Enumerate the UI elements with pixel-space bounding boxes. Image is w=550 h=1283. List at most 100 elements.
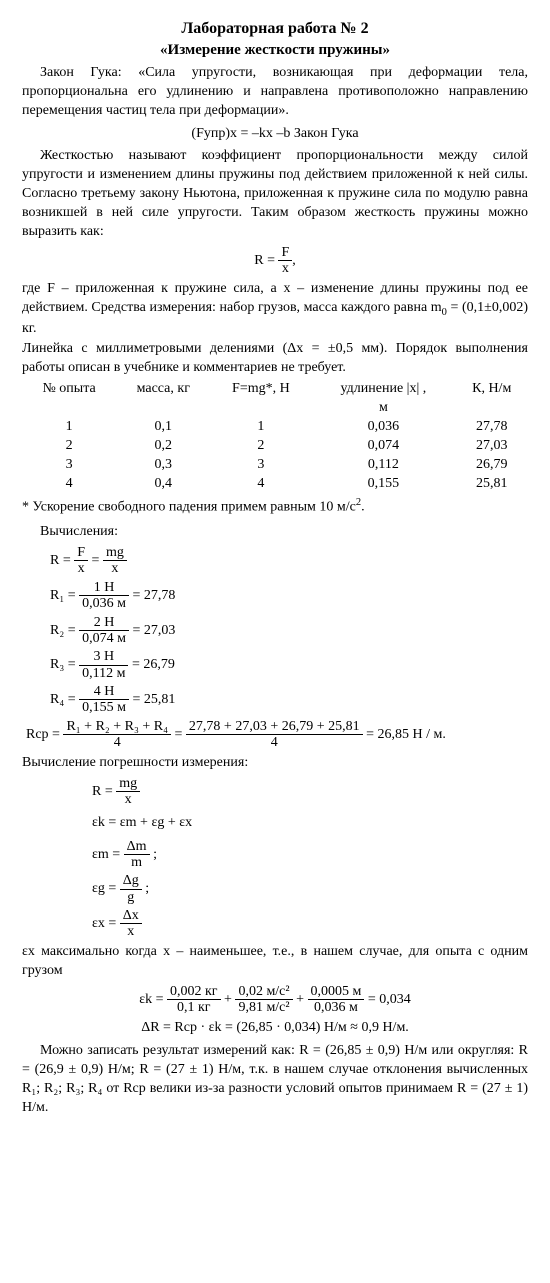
- th-k: К, Н/м: [455, 380, 528, 399]
- th-ext: удлинение |x| ,: [311, 380, 455, 399]
- eq-r3: R₃ = 3 Н0,112 м = 26,79: [50, 649, 528, 681]
- lhs: R₂ =: [50, 623, 79, 638]
- th-ext-unit: м: [311, 399, 455, 418]
- th-mass: масса, кг: [116, 380, 210, 399]
- res: = 25,81: [132, 692, 175, 707]
- lhs: R₃ =: [50, 657, 79, 672]
- den: x: [74, 561, 88, 576]
- cell: 0,2: [116, 437, 210, 456]
- eq-suffix: ,: [292, 253, 296, 268]
- paragraph-result: Можно записать результат измерений как: …: [22, 1042, 528, 1118]
- table-row: 1 0,1 1 0,036 27,78: [22, 418, 528, 437]
- cell: 0,3: [116, 456, 210, 475]
- eq-err-r: R = mgx: [92, 776, 528, 808]
- cell: 0,036: [311, 418, 455, 437]
- eq-delta-r: ΔR = Rср · εk = (26,85 · 0,034) Н/м ≈ 0,…: [22, 1019, 528, 1038]
- paragraph-stiffness-def: Жесткостью называют коэффициент пропорци…: [22, 147, 528, 241]
- cell: 3: [210, 456, 311, 475]
- cell: 0,155: [311, 475, 455, 494]
- cell: 4: [210, 475, 311, 494]
- cell: 26,79: [455, 456, 528, 475]
- cell: 2: [22, 437, 116, 456]
- lab-title-2: «Измерение жесткости пружины»: [22, 40, 528, 60]
- den: g: [120, 890, 142, 905]
- res: = 26,85 Н / м.: [366, 727, 446, 742]
- th-force: F=mg*, Н: [210, 380, 311, 399]
- fn-a: * Ускорение свободного падения примем ра…: [22, 499, 356, 514]
- num: 1 Н: [79, 580, 129, 596]
- lhs: εm =: [92, 847, 124, 862]
- mid: =: [92, 553, 103, 568]
- num: F: [74, 545, 88, 561]
- lhs: εg =: [92, 881, 120, 896]
- num: 4 Н: [79, 684, 129, 700]
- cell: 1: [22, 418, 116, 437]
- num: 0,02 м/с²: [235, 984, 292, 1000]
- cell: 0,1: [116, 418, 210, 437]
- num: Δm: [124, 839, 150, 855]
- num: Δx: [120, 908, 142, 924]
- lhs: R₄ =: [50, 692, 79, 707]
- table-row: 2 0,2 2 0,074 27,03: [22, 437, 528, 456]
- eq-r-main: R = Fx = mgx: [50, 545, 528, 577]
- th-n: № опыта: [22, 380, 116, 399]
- calc-heading: Вычисления:: [22, 523, 528, 542]
- paragraph-hooke-law: Закон Гука: «Сила упругости, возникающая…: [22, 64, 528, 121]
- num: mg: [103, 545, 127, 561]
- lhs: Rср =: [26, 727, 63, 742]
- cell: 0,4: [116, 475, 210, 494]
- den: 4: [63, 735, 171, 750]
- cell: 1: [210, 418, 311, 437]
- eq-ek-sum: εk = εm + εg + εx: [92, 810, 528, 835]
- suf: ;: [145, 881, 149, 896]
- cell: 3: [22, 456, 116, 475]
- den: m: [124, 855, 150, 870]
- footnote-g: * Ускорение свободного падения примем ра…: [22, 496, 528, 518]
- num: R₁ + R₂ + R₃ + R₄: [63, 719, 171, 735]
- lhs: R₁ =: [50, 588, 79, 603]
- res: = 0,034: [368, 992, 411, 1007]
- den: 9,81 м/с²: [235, 1000, 292, 1015]
- cell: 25,81: [455, 475, 528, 494]
- cell: 27,03: [455, 437, 528, 456]
- formula-hooke: (Fупр)x = –kx –b Закон Гука: [22, 125, 528, 144]
- lhs: R =: [92, 784, 116, 799]
- lhs: εk =: [139, 992, 167, 1007]
- frac-num: F: [278, 245, 292, 261]
- lhs: εx =: [92, 916, 120, 931]
- table-row: 4 0,4 4 0,155 25,81: [22, 475, 528, 494]
- den: 0,036 м: [79, 596, 129, 611]
- den: 0,074 м: [79, 631, 129, 646]
- num: mg: [116, 776, 140, 792]
- res: = 27,78: [132, 588, 175, 603]
- eq-r1: R₁ = 1 Н0,036 м = 27,78: [50, 580, 528, 612]
- mid: =: [175, 727, 186, 742]
- paragraph-ex-max: εx максимально когда x – наименьшее, т.е…: [22, 943, 528, 981]
- num: 3 Н: [79, 649, 128, 665]
- num: Δg: [120, 873, 142, 889]
- cell: 2: [210, 437, 311, 456]
- den: 0,1 кг: [167, 1000, 221, 1015]
- fn-b: .: [361, 499, 365, 514]
- suf: ;: [153, 847, 157, 862]
- cell: 27,78: [455, 418, 528, 437]
- eq-em: εm = Δmm ;: [92, 839, 528, 871]
- num: 0,0005 м: [308, 984, 365, 1000]
- lhs: R =: [50, 553, 74, 568]
- den: 4: [186, 735, 363, 750]
- den: x: [103, 561, 127, 576]
- plus: +: [224, 992, 235, 1007]
- den: 0,036 м: [308, 1000, 365, 1015]
- table-row: 3 0,3 3 0,112 26,79: [22, 456, 528, 475]
- lab-title-1: Лабораторная работа № 2: [22, 18, 528, 40]
- err-heading: Вычисление погрешности измерения:: [22, 754, 528, 773]
- cell: 0,112: [311, 456, 455, 475]
- num: 0,002 кг: [167, 984, 221, 1000]
- den: x: [120, 924, 142, 939]
- paragraph-ruler: Линейка с миллиметровыми делениями (Δx =…: [22, 340, 528, 378]
- num: 2 Н: [79, 615, 129, 631]
- paragraph-where: где F – приложенная к пружине сила, а x …: [22, 280, 528, 339]
- formula-r-fx: R = F x ,: [22, 245, 528, 277]
- frac-den: x: [278, 261, 292, 276]
- res: = 26,79: [132, 657, 175, 672]
